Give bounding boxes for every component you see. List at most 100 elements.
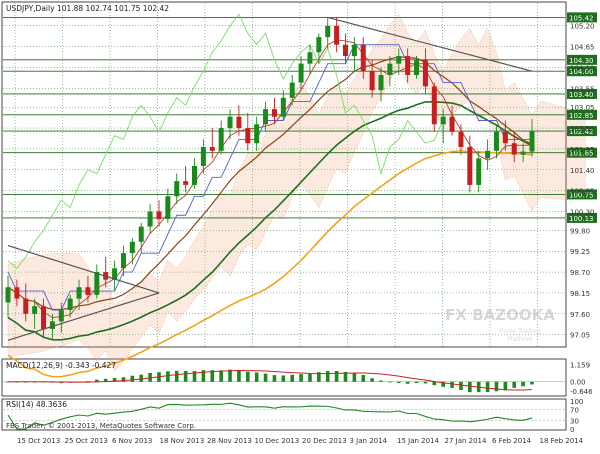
macd-bar	[112, 378, 117, 382]
candle-body	[502, 131, 508, 144]
watermark-tagline-2: Platform	[507, 336, 532, 343]
macd-bar	[503, 381, 508, 391]
level-price-tag	[567, 109, 597, 120]
candle-body	[298, 63, 304, 83]
candle-body	[307, 52, 313, 64]
candle-body	[32, 306, 38, 314]
macd-bar	[183, 371, 188, 382]
x-tick-label: 25 Oct 2013	[65, 437, 108, 445]
rsi-tick-label: 30	[570, 418, 579, 426]
macd-bar	[388, 381, 392, 383]
candle-body	[129, 241, 135, 254]
macd-bar	[450, 381, 454, 388]
candle-body	[369, 71, 375, 91]
triangle-lower-line	[7, 292, 160, 341]
macd-tick-label: -0.646	[570, 388, 593, 396]
candle-body	[41, 306, 47, 329]
copyright-text: FBS Trader, © 2001-2013, MetaQuotes Soft…	[6, 422, 196, 430]
rsi-tick-label: 0	[570, 426, 574, 434]
macd-bar	[414, 381, 419, 383]
macd-bar	[485, 381, 490, 393]
macd-bar	[468, 381, 472, 393]
macd-label: MACD(12,26,9) -0.343 -0.427	[6, 361, 116, 370]
macd-bar	[103, 378, 108, 382]
level-price-tag	[567, 88, 597, 99]
macd-bar	[405, 381, 410, 384]
macd-bar	[308, 373, 312, 382]
candle-body	[529, 131, 535, 152]
macd-bar	[361, 374, 366, 382]
triangle-upper-line	[7, 244, 160, 294]
level-price-label: 100.13	[569, 215, 594, 223]
macd-bar	[317, 372, 321, 382]
level-price-label: 102.85	[569, 112, 594, 120]
x-tick-label: 28 Nov 2013	[207, 437, 252, 445]
candle-body	[165, 196, 171, 220]
sma-long-line	[7, 149, 533, 378]
candle-body	[289, 82, 295, 98]
candle-body	[467, 147, 473, 185]
macd-bar	[166, 371, 170, 382]
candle-body	[227, 116, 233, 129]
candle-body	[325, 25, 331, 38]
candle-body	[209, 147, 215, 151]
candle-body	[67, 298, 73, 310]
candle-body	[422, 59, 428, 87]
candle-body	[174, 181, 180, 197]
y-axis: 105.20 104.65 104.10 103.55 103.05 102.50 101.…	[570, 23, 595, 340]
macd-bar	[245, 371, 250, 382]
x-tick-label: 3 Jan 2014	[350, 437, 388, 445]
level-price-label: 104.30	[569, 57, 594, 65]
y-tick-label: 104.10	[570, 64, 595, 72]
macd-bar	[237, 370, 241, 382]
level-price-tag	[567, 12, 597, 23]
candle-body	[192, 165, 198, 185]
macd-bar	[201, 370, 206, 382]
candle-body	[387, 63, 393, 76]
y-tick-label: 99.25	[570, 248, 590, 256]
candle-body	[342, 44, 348, 57]
y-tick-label: 105.20	[570, 23, 595, 31]
macd-bar	[512, 381, 517, 388]
candle-body	[316, 37, 322, 53]
candle-body	[271, 109, 277, 117]
candle-body	[334, 25, 340, 45]
candle-body	[263, 109, 269, 125]
candle-body	[76, 287, 82, 299]
candle-body	[360, 44, 366, 72]
candle-body	[120, 253, 126, 269]
candle-body	[511, 143, 517, 155]
level-price-label: 104.00	[569, 68, 594, 76]
y-tick-label: 102.50	[570, 125, 595, 133]
resistance-trend-line	[327, 16, 533, 72]
macd-bar	[263, 373, 268, 382]
candle-body	[440, 116, 446, 125]
macd-panel-frame	[1, 358, 567, 397]
macd-bar	[148, 372, 152, 382]
macd-bar	[130, 375, 135, 382]
sma-slow-line	[7, 101, 533, 341]
candle-body	[351, 44, 357, 57]
candle-body	[396, 56, 402, 64]
macd-indicator: 1.159 0.00-0.646	[3, 362, 593, 396]
level-price-tag	[567, 66, 597, 77]
level-price-label: 105.42	[569, 14, 594, 22]
x-tick-label: 10 Dec 2013	[255, 437, 300, 445]
trend-lines	[7, 16, 533, 341]
level-price-tag	[567, 147, 597, 158]
watermark-brand: FX BAZOOKA	[445, 306, 555, 324]
watermark-tagline-1: Forex Trading	[500, 328, 540, 335]
candle-body	[485, 150, 491, 159]
candle-body	[378, 75, 384, 91]
macd-bar	[370, 378, 374, 382]
y-tick-label: 100.30	[570, 208, 595, 216]
candle-body	[218, 128, 224, 151]
x-tick-label: 18 Feb 2014	[540, 437, 584, 445]
y-tick-label: 103.55	[570, 85, 595, 93]
x-tick-label: 27 Jan 2014	[445, 437, 488, 445]
sma-mid-line	[7, 56, 533, 311]
candle-body	[49, 321, 55, 329]
